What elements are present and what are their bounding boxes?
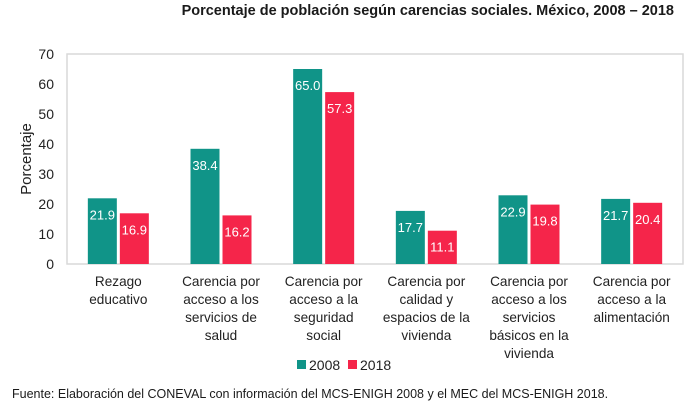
data-label-2018: 16.2 xyxy=(224,224,249,239)
category-label: social xyxy=(306,328,341,343)
legend-swatch-2008 xyxy=(297,360,306,369)
category-label: básicos en la xyxy=(489,328,569,343)
bar-2018 xyxy=(325,92,355,264)
category-label: servicios de xyxy=(185,310,257,325)
category-label: educativo xyxy=(89,292,147,307)
plot-frame xyxy=(66,53,684,265)
category-label: acceso a los xyxy=(183,292,259,307)
bar-2008 xyxy=(498,195,528,264)
category-label: Carencia por xyxy=(285,274,363,289)
y-tick-label: 50 xyxy=(38,106,54,122)
category-label: seguridad xyxy=(294,310,354,325)
category-label: vivienda xyxy=(504,346,554,361)
category-label: vivienda xyxy=(401,328,451,343)
bar-2018 xyxy=(427,230,457,264)
category-label: calidad y xyxy=(400,292,454,307)
y-axis-label: Porcentaje xyxy=(18,123,35,195)
bar-2008 xyxy=(395,210,425,264)
bar-2008 xyxy=(87,198,117,264)
data-label-2008: 21.7 xyxy=(603,208,628,223)
source-note: Fuente: Elaboración del CONEVAL con info… xyxy=(12,387,609,401)
category-label: alimentación xyxy=(594,310,670,325)
bar-2018 xyxy=(119,213,149,264)
bar-2008 xyxy=(293,69,323,264)
data-label-2008: 21.9 xyxy=(90,207,115,222)
y-tick-label: 70 xyxy=(38,46,54,62)
y-tick-label: 0 xyxy=(46,256,54,272)
category-label: Carencia por xyxy=(593,274,671,289)
bar-2008 xyxy=(601,198,631,264)
data-label-2018: 20.4 xyxy=(635,212,660,227)
category-label: salud xyxy=(205,328,238,343)
category-label: Carencia por xyxy=(387,274,465,289)
y-tick-label: 10 xyxy=(38,226,54,242)
chart-title: Porcentaje de población según carencias … xyxy=(181,3,674,19)
category-label: Carencia por xyxy=(490,274,568,289)
category-label: acceso a la xyxy=(289,292,358,307)
data-label-2018: 16.9 xyxy=(122,222,147,237)
category-label: servicios xyxy=(503,310,556,325)
y-tick-label: 40 xyxy=(38,136,54,152)
category-label: acceso a los xyxy=(491,292,567,307)
bar-2018 xyxy=(222,215,252,264)
bar-2008 xyxy=(190,148,220,264)
category-label: acceso a la xyxy=(597,292,666,307)
y-tick-label: 30 xyxy=(38,166,54,182)
legend-label-2008: 2008 xyxy=(309,357,340,373)
data-label-2018: 11.1 xyxy=(430,240,454,255)
y-tick-label: 20 xyxy=(38,196,54,212)
data-label-2008: 65.0 xyxy=(295,78,320,93)
category-label: espacios de la xyxy=(383,310,470,325)
y-tick-label: 60 xyxy=(38,76,54,92)
legend-label-2018: 2018 xyxy=(360,357,391,373)
data-label-2008: 17.7 xyxy=(398,220,423,235)
legend-swatch-2018 xyxy=(348,360,357,369)
category-label: Carencia por xyxy=(182,274,260,289)
data-label-2018: 19.8 xyxy=(532,214,557,229)
bar-2018 xyxy=(633,202,663,264)
bar-2018 xyxy=(530,204,560,264)
data-label-2018: 57.3 xyxy=(327,101,352,116)
data-label-2008: 22.9 xyxy=(500,204,525,219)
category-label: Rezago xyxy=(95,274,142,289)
data-label-2008: 38.4 xyxy=(192,158,217,173)
